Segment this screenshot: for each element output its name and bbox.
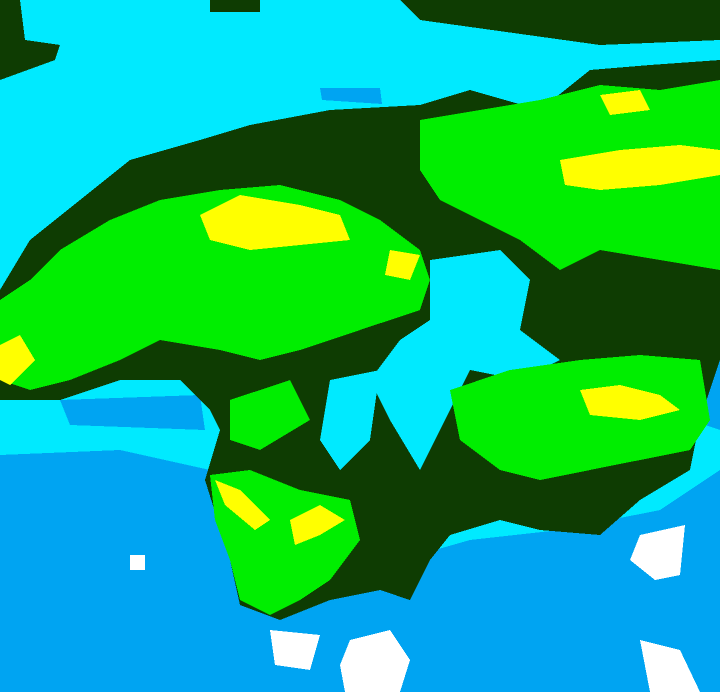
region-yellow [600,90,650,115]
region-white [340,630,410,692]
region-yellow [385,250,420,280]
region-yellow [580,385,680,420]
region-green-strip [230,380,310,450]
region-green-east [450,355,710,480]
region-white [630,525,685,580]
region-yellow [290,505,345,545]
region-white [640,640,700,692]
region-dark-green-north [210,0,720,45]
region-white [270,630,320,670]
region-blue-patch [320,88,382,104]
region-cyan-inlet [320,370,380,470]
region-yellow [215,480,270,530]
region-blue-patch [60,395,205,430]
region-blue-south [0,450,720,692]
region-yellow [0,335,35,385]
region-yellow [200,195,350,250]
region-dark-green-northwest [0,0,60,80]
region-cyan-inlet [370,250,560,470]
region-white [130,555,145,570]
region-yellow [560,145,720,190]
